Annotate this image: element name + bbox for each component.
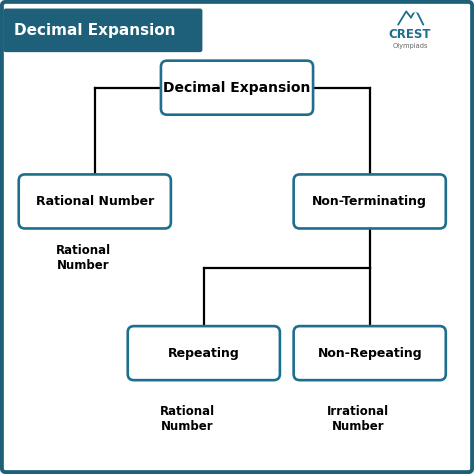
- Text: Rational Number: Rational Number: [36, 195, 154, 208]
- FancyBboxPatch shape: [294, 326, 446, 380]
- Text: Rational
Number: Rational Number: [55, 244, 110, 273]
- FancyBboxPatch shape: [128, 326, 280, 380]
- FancyBboxPatch shape: [294, 174, 446, 228]
- Text: Olympiads: Olympiads: [392, 43, 428, 49]
- FancyBboxPatch shape: [3, 9, 202, 52]
- Text: Decimal Expansion: Decimal Expansion: [164, 81, 310, 95]
- Text: Decimal Expansion: Decimal Expansion: [14, 23, 176, 38]
- Text: Non-Terminating: Non-Terminating: [312, 195, 427, 208]
- FancyBboxPatch shape: [161, 61, 313, 115]
- Text: Non-Repeating: Non-Repeating: [318, 346, 422, 360]
- FancyBboxPatch shape: [19, 174, 171, 228]
- Text: CREST: CREST: [389, 28, 431, 41]
- Text: Rational
Number: Rational Number: [160, 405, 215, 434]
- Text: Irrational
Number: Irrational Number: [327, 405, 389, 434]
- Text: Repeating: Repeating: [168, 346, 240, 360]
